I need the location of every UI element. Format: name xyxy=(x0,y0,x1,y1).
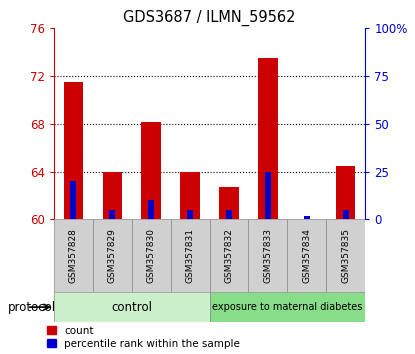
Bar xyxy=(148,200,154,219)
Text: GSM357834: GSM357834 xyxy=(303,228,311,283)
Bar xyxy=(187,210,193,219)
Text: GSM357833: GSM357833 xyxy=(264,228,272,283)
Text: control: control xyxy=(111,301,152,314)
FancyBboxPatch shape xyxy=(93,219,132,292)
Text: exposure to maternal diabetes: exposure to maternal diabetes xyxy=(212,302,363,312)
FancyBboxPatch shape xyxy=(132,219,171,292)
Text: GSM357829: GSM357829 xyxy=(108,228,117,283)
FancyBboxPatch shape xyxy=(210,292,365,322)
Legend: count, percentile rank within the sample: count, percentile rank within the sample xyxy=(47,326,240,349)
FancyBboxPatch shape xyxy=(287,219,326,292)
FancyBboxPatch shape xyxy=(249,219,287,292)
Title: GDS3687 / ILMN_59562: GDS3687 / ILMN_59562 xyxy=(123,9,296,25)
Bar xyxy=(71,181,76,219)
Text: GSM357831: GSM357831 xyxy=(186,228,195,283)
Text: GSM357835: GSM357835 xyxy=(341,228,350,283)
Text: GSM357832: GSM357832 xyxy=(225,228,234,283)
Bar xyxy=(258,58,278,219)
Bar xyxy=(343,210,349,219)
FancyBboxPatch shape xyxy=(54,292,210,322)
FancyBboxPatch shape xyxy=(171,219,210,292)
Bar xyxy=(226,210,232,219)
Bar xyxy=(63,82,83,219)
Text: GSM357828: GSM357828 xyxy=(69,228,78,283)
FancyBboxPatch shape xyxy=(326,219,365,292)
Bar xyxy=(304,216,310,219)
FancyBboxPatch shape xyxy=(210,219,249,292)
Bar xyxy=(103,172,122,219)
Bar xyxy=(142,121,161,219)
Bar xyxy=(265,172,271,219)
Text: GSM357830: GSM357830 xyxy=(147,228,156,283)
Bar xyxy=(110,210,115,219)
Bar xyxy=(219,187,239,219)
Bar xyxy=(181,172,200,219)
FancyBboxPatch shape xyxy=(54,219,93,292)
Text: protocol: protocol xyxy=(8,301,56,314)
Bar xyxy=(336,166,356,219)
